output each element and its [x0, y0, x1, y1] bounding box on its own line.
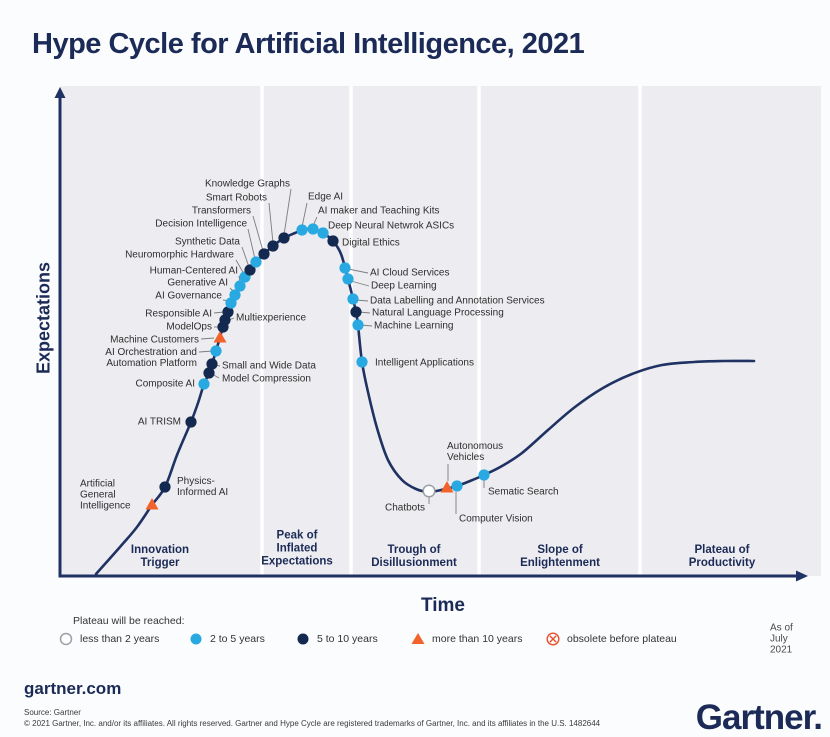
legend-label: 2 to 5 years	[210, 633, 265, 645]
natural-language-processing-marker	[350, 306, 362, 318]
synthetic-data-leader-line	[241, 246, 250, 268]
human-centered-ai-marker	[234, 280, 246, 292]
phase-divider	[638, 86, 642, 576]
sematic-search-marker	[478, 469, 490, 481]
legend-label: more than 10 years	[432, 633, 523, 645]
edge-ai-leader-line	[301, 202, 308, 228]
x-axis-label: Time	[420, 595, 466, 616]
chatbots-marker	[422, 484, 436, 498]
responsible-ai-leader-line	[213, 311, 225, 314]
machine-customers-marker	[213, 331, 227, 343]
digital-ethics-marker	[327, 235, 339, 247]
transformers-marker	[258, 248, 270, 260]
legend-open-icon	[59, 632, 73, 646]
x-axis-arrow-icon	[796, 570, 808, 582]
ai-cloud-services-leader-line	[347, 268, 369, 274]
small-and-wide-data-marker	[206, 358, 218, 370]
smart-robots-marker	[267, 240, 279, 252]
machine-learning-marker	[352, 319, 364, 331]
generative-ai-marker	[229, 289, 241, 301]
deep-learning-leader-line	[350, 280, 370, 287]
computer-vision-marker	[451, 480, 463, 492]
deep-learning-marker	[342, 273, 354, 285]
physics-informed-ai-marker	[159, 481, 171, 493]
legend-caption: Plateau will be reached:	[73, 615, 185, 627]
as-of-date: As of July 2021	[770, 622, 793, 656]
legend-light-icon	[190, 633, 202, 645]
neuromorphic-hardware-leader-line	[235, 259, 245, 275]
deep-neural-network-asics-marker	[317, 227, 329, 239]
ai-cloud-services-marker	[339, 262, 351, 274]
copyright-note: © 2021 Gartner, Inc. and/or its affiliat…	[24, 719, 601, 728]
legend-label: less than 2 years	[80, 633, 160, 645]
artificial-general-intelligence-marker	[145, 498, 159, 510]
page-title: Hype Cycle for Artificial Intelligence, …	[32, 28, 585, 60]
decision-intelligence-leader-line	[247, 228, 256, 260]
synthetic-data-marker	[244, 264, 256, 276]
plot-panel	[60, 86, 821, 576]
machine-customers-leader-line	[200, 337, 215, 340]
transformers-leader-line	[252, 215, 264, 252]
y-axis-arrow-icon	[54, 87, 66, 98]
knowledge-graphs-leader-line	[283, 188, 292, 236]
legend-item-open: less than 2 years	[58, 631, 159, 647]
autonomous-vehicles-marker	[440, 481, 454, 493]
legend-item-obsolete: obsolete before plateau	[545, 631, 677, 647]
legend-label: 5 to 10 years	[317, 633, 378, 645]
smart-robots-leader-line	[268, 202, 274, 244]
ai-orchestration-and-automation-platform-marker	[210, 345, 222, 357]
legend-label: obsolete before plateau	[567, 633, 677, 645]
y-axis-label: Expectations	[33, 261, 54, 375]
legend-item-dark: 5 to 10 years	[295, 631, 378, 647]
phase-divider	[477, 86, 481, 576]
data-labelling-and-annotation-services-marker	[347, 293, 359, 305]
gartner-site-link[interactable]: gartner.com	[24, 679, 122, 698]
responsible-ai-marker	[222, 306, 234, 318]
phase-divider	[349, 86, 353, 576]
composite-ai-marker	[198, 378, 210, 390]
ai-maker-and-teaching-kits-marker	[307, 223, 319, 235]
source-note: Source: Gartner	[24, 708, 81, 717]
edge-ai-marker	[296, 224, 308, 236]
model-compression-marker	[203, 367, 215, 379]
legend-triangle-icon	[411, 633, 425, 644]
ai-trism-marker	[185, 416, 197, 428]
intelligent-applications-marker	[356, 356, 368, 368]
gartner-logo: Gartner.	[695, 698, 823, 737]
decision-intelligence-marker	[250, 256, 262, 268]
legend-item-light: 2 to 5 years	[188, 631, 265, 647]
legend-dark-icon	[297, 633, 309, 645]
legend-item-triangle: more than 10 years	[410, 631, 522, 647]
knowledge-graphs-marker	[278, 232, 290, 244]
legend-obsolete-icon	[546, 632, 560, 646]
phase-divider	[260, 86, 264, 576]
